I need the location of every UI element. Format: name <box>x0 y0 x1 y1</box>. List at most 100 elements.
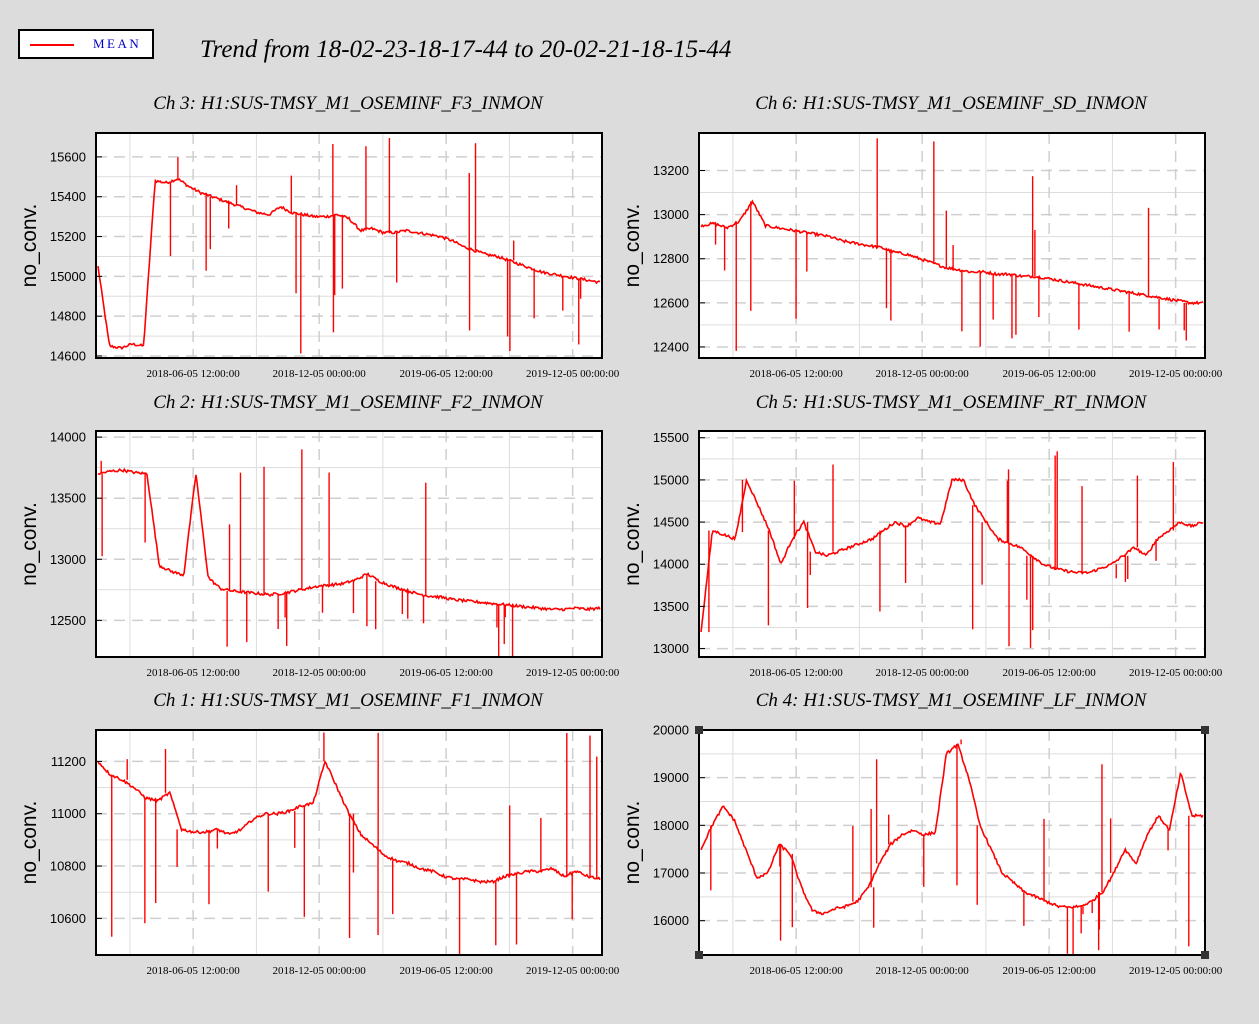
y-tick-label: 12800 <box>653 251 689 266</box>
y-tick-label: 10600 <box>50 911 86 926</box>
y-tick-label: 15500 <box>653 430 689 445</box>
y-tick-label: 13000 <box>653 207 689 222</box>
x-tick-label: 2019-12-05 00:00:00 <box>526 368 620 380</box>
x-tick-label: 2019-06-05 12:00:00 <box>1003 965 1097 977</box>
selection-handle <box>1201 726 1209 734</box>
y-tick-label: 15400 <box>50 189 86 204</box>
data-layer <box>700 451 1204 648</box>
data-layer <box>97 138 601 354</box>
plot-frame <box>698 132 1206 359</box>
plot-title: Ch 1: H1:SUS-TMSY_M1_OSEMINF_F1_INMON <box>153 690 544 711</box>
y-tick-label: 19000 <box>653 770 689 785</box>
y-tick-label: 13500 <box>50 491 86 506</box>
x-tick-label: 2018-12-05 00:00:00 <box>273 368 367 380</box>
plot-title: Ch 6: H1:SUS-TMSY_M1_OSEMINF_SD_INMON <box>755 93 1148 114</box>
plot-title: Ch 3: H1:SUS-TMSY_M1_OSEMINF_F3_INMON <box>153 93 544 114</box>
y-tick-label: 11200 <box>51 754 86 769</box>
y-tick-label: 15200 <box>50 229 86 244</box>
x-tick-label: 2019-12-05 00:00:00 <box>1129 368 1223 380</box>
x-tick-label: 2018-06-05 12:00:00 <box>750 667 844 679</box>
y-tick-label: 13000 <box>50 552 86 567</box>
y-tick-label: 14000 <box>653 557 689 572</box>
y-tick-label: 17000 <box>653 866 689 881</box>
y-tick-label: 13000 <box>653 641 689 656</box>
plot-frame <box>698 729 1206 956</box>
selection-handle <box>1201 951 1209 959</box>
plot-1: Ch 3: H1:SUS-TMSY_M1_OSEMINF_F3_INMON 146… <box>18 93 620 380</box>
x-tick-label: 2018-12-05 00:00:00 <box>876 368 970 380</box>
x-tick-label: 2019-06-05 12:00:00 <box>1003 667 1097 679</box>
y-axis-label: no_conv. <box>18 801 41 885</box>
y-tick-label: 10800 <box>50 859 86 874</box>
data-layer <box>700 739 1204 955</box>
y-tick-label: 13200 <box>653 163 689 178</box>
legend-label: MEAN <box>93 36 142 51</box>
plot-6: Ch 4: H1:SUS-TMSY_M1_OSEMINF_LF_INMON 160… <box>621 690 1223 977</box>
y-axis-label: no_conv. <box>621 502 644 586</box>
plot-area <box>699 730 1205 955</box>
series-line <box>97 467 601 612</box>
y-axis-label: no_conv. <box>621 801 644 885</box>
y-tick-label: 16000 <box>653 913 689 928</box>
y-tick-label: 15000 <box>50 269 86 284</box>
x-tick-label: 2018-12-05 00:00:00 <box>876 667 970 679</box>
x-tick-label: 2018-06-05 12:00:00 <box>147 368 241 380</box>
x-tick-label: 2018-06-05 12:00:00 <box>147 965 241 977</box>
y-tick-label: 13500 <box>653 599 689 614</box>
y-tick-label: 12600 <box>653 295 689 310</box>
x-tick-label: 2019-12-05 00:00:00 <box>1129 965 1223 977</box>
x-tick-label: 2019-06-05 12:00:00 <box>1003 368 1097 380</box>
legend: MEAN <box>18 29 154 59</box>
plot-2: Ch 6: H1:SUS-TMSY_M1_OSEMINF_SD_INMON 124… <box>621 93 1223 380</box>
x-tick-label: 2019-06-05 12:00:00 <box>400 965 494 977</box>
x-tick-label: 2019-12-05 00:00:00 <box>526 965 620 977</box>
plot-title: Ch 4: H1:SUS-TMSY_M1_OSEMINF_LF_INMON <box>756 690 1148 711</box>
y-axis-label: no_conv. <box>18 204 41 288</box>
x-tick-label: 2018-12-05 00:00:00 <box>273 965 367 977</box>
plot-title: Ch 5: H1:SUS-TMSY_M1_OSEMINF_RT_INMON <box>756 392 1148 413</box>
series-line <box>700 477 1204 633</box>
plot-3: Ch 2: H1:SUS-TMSY_M1_OSEMINF_F2_INMON 125… <box>18 392 620 679</box>
page-title: Trend from 18-02-23-18-17-44 to 20-02-21… <box>200 36 732 63</box>
plot-frame <box>95 430 603 658</box>
x-tick-label: 2018-06-05 12:00:00 <box>147 667 241 679</box>
y-tick-label: 14500 <box>653 515 689 530</box>
x-tick-label: 2018-12-05 00:00:00 <box>273 667 367 679</box>
y-axis-label: no_conv. <box>621 204 644 288</box>
y-tick-label: 18000 <box>653 818 689 833</box>
x-tick-label: 2019-12-05 00:00:00 <box>1129 667 1223 679</box>
y-tick-label: 12500 <box>50 613 86 628</box>
y-tick-label: 20000 <box>653 723 689 738</box>
y-tick-label: 12400 <box>653 339 689 354</box>
x-tick-label: 2019-06-05 12:00:00 <box>400 368 494 380</box>
y-tick-label: 14000 <box>50 430 86 445</box>
plot-frame <box>95 729 603 956</box>
y-tick-label: 14800 <box>50 309 86 324</box>
y-tick-label: 15600 <box>50 149 86 164</box>
series-line <box>700 199 1204 306</box>
x-tick-label: 2018-06-05 12:00:00 <box>750 965 844 977</box>
plot-area <box>96 431 602 657</box>
x-tick-label: 2018-06-05 12:00:00 <box>750 368 844 380</box>
plot-4: Ch 5: H1:SUS-TMSY_M1_OSEMINF_RT_INMON 130… <box>621 392 1223 679</box>
plot-area <box>96 133 602 358</box>
x-tick-label: 2018-12-05 00:00:00 <box>876 965 970 977</box>
x-tick-label: 2019-12-05 00:00:00 <box>526 667 620 679</box>
y-axis-label: no_conv. <box>18 502 41 586</box>
plot-frame <box>698 430 1206 658</box>
plot-5: Ch 1: H1:SUS-TMSY_M1_OSEMINF_F1_INMON 106… <box>18 690 620 977</box>
data-layer <box>97 732 601 955</box>
selection-handle <box>695 726 703 734</box>
legend-swatch <box>30 44 74 46</box>
selection-handle <box>695 951 703 959</box>
data-layer <box>700 138 1204 351</box>
x-tick-label: 2019-06-05 12:00:00 <box>400 667 494 679</box>
y-tick-label: 15000 <box>653 472 689 487</box>
series-line <box>700 743 1204 916</box>
plot-title: Ch 2: H1:SUS-TMSY_M1_OSEMINF_F2_INMON <box>153 392 544 413</box>
y-tick-label: 14600 <box>50 349 86 364</box>
y-tick-label: 11000 <box>51 806 86 821</box>
series-line <box>97 177 601 350</box>
plot-area <box>699 431 1205 657</box>
